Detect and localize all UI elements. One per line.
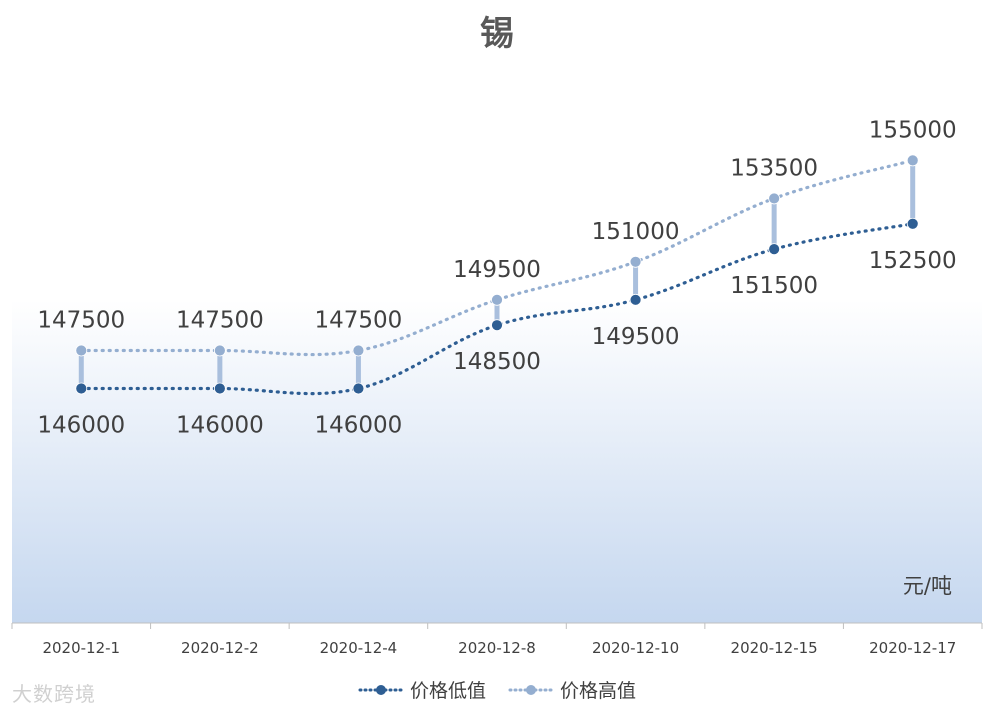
data-label-low: 151500 xyxy=(730,273,818,299)
data-point-low xyxy=(352,382,365,395)
data-point-high xyxy=(352,344,365,357)
data-point-high xyxy=(768,192,781,205)
data-point-low xyxy=(75,382,88,395)
legend-label-low: 价格低值 xyxy=(409,680,486,702)
data-label-high: 151000 xyxy=(592,219,680,245)
data-label-high: 147500 xyxy=(176,308,264,334)
legend-label-high: 价格高值 xyxy=(560,680,637,702)
data-label-high: 147500 xyxy=(315,308,403,334)
legend-item-high: 价格高值 xyxy=(508,676,636,703)
x-tick-label: 2020-12-1 xyxy=(42,639,120,657)
data-label-high: 147500 xyxy=(37,308,125,334)
data-label-high: 155000 xyxy=(869,117,957,143)
data-point-low xyxy=(491,319,503,332)
data-label-high: 153500 xyxy=(730,155,818,181)
legend-marker-high xyxy=(508,684,554,695)
data-point-high xyxy=(491,293,503,306)
data-point-high xyxy=(75,344,88,357)
data-label-low: 152500 xyxy=(869,248,957,274)
data-point-low xyxy=(629,293,642,306)
x-tick-label: 2020-12-8 xyxy=(458,639,536,657)
unit-label: 元/吨 xyxy=(902,574,952,598)
data-point-high xyxy=(629,255,642,268)
data-point-high xyxy=(906,154,919,167)
x-tick-label: 2020-12-15 xyxy=(731,639,818,657)
x-tick-label: 2020-12-2 xyxy=(181,639,259,657)
data-label-low: 146000 xyxy=(315,413,403,439)
legend-item-low: 价格低值 xyxy=(358,676,486,703)
plot-background xyxy=(12,300,982,623)
chart-title: 锡 xyxy=(480,14,514,54)
x-tick-label: 2020-12-17 xyxy=(869,639,956,657)
data-point-high xyxy=(213,344,226,357)
x-tick-label: 2020-12-10 xyxy=(592,639,679,657)
data-label-low: 146000 xyxy=(37,413,125,439)
watermark: 大数跨境 xyxy=(12,682,96,706)
data-label-high: 149500 xyxy=(453,257,541,283)
x-tick-label: 2020-12-4 xyxy=(320,639,398,657)
data-point-low xyxy=(768,243,781,256)
data-point-low xyxy=(906,217,919,230)
data-label-low: 146000 xyxy=(176,413,264,439)
data-label-low: 148500 xyxy=(453,349,541,375)
legend-marker-low xyxy=(358,684,404,695)
data-point-low xyxy=(213,382,226,395)
legend: 价格低值 价格高值 xyxy=(0,676,994,703)
data-label-low: 149500 xyxy=(592,324,680,350)
